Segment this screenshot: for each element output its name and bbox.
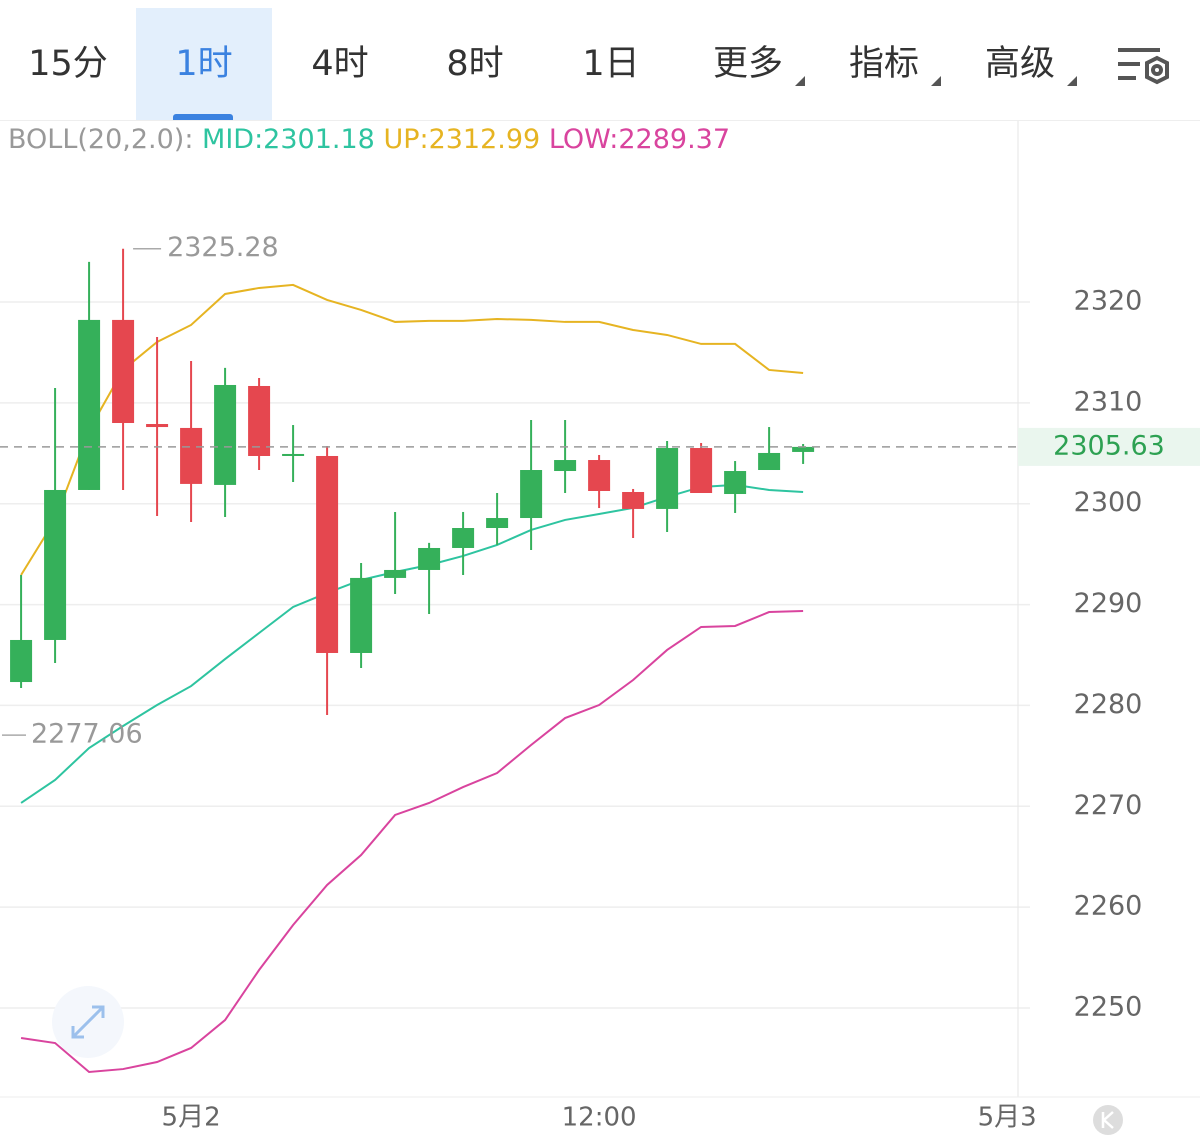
y-tick-label: 2280	[1074, 689, 1143, 720]
candle-body	[656, 448, 679, 509]
y-tick-label: 2290	[1074, 588, 1143, 619]
candle-body	[316, 455, 339, 653]
candle-body	[452, 528, 475, 548]
candle-body	[248, 385, 271, 456]
candle-body	[520, 470, 543, 519]
y-tick-label: 2320	[1074, 285, 1143, 316]
high-label: 2325.28	[167, 232, 279, 263]
timeframe-tab[interactable]: 指标	[848, 44, 919, 84]
dropdown-arrow	[795, 76, 805, 86]
timeframe-tab[interactable]: 8时	[446, 44, 504, 84]
tab-bar: 15分 1时 4时 8时 1日 更多 指标 高级	[0, 0, 1200, 121]
timeframe-tab[interactable]: 高级	[984, 44, 1055, 84]
timeframe-tab[interactable]: 更多	[712, 44, 783, 84]
k-button[interactable]	[1093, 1105, 1123, 1135]
boll-line	[20, 483, 804, 804]
legend-entry: LOW:2289.37	[548, 124, 731, 155]
candle-body	[486, 518, 509, 529]
timeframe-tab[interactable]: 15分	[28, 44, 108, 84]
y-tick-label: 2260	[1074, 891, 1143, 922]
y-tick-label: 2310	[1074, 386, 1143, 417]
candle-body	[588, 460, 611, 491]
candle-body	[146, 424, 169, 428]
x-tick-label: 5月2	[162, 1103, 221, 1133]
legend-entry: UP:2312.99	[383, 124, 541, 155]
dropdown-arrow	[931, 76, 941, 86]
candle-body	[690, 448, 713, 494]
candle-body	[418, 547, 441, 570]
legend-entry: MID:2301.18	[202, 124, 375, 155]
timeframe-tab[interactable]: 4时	[311, 44, 369, 84]
y-tick-label: 2270	[1074, 790, 1143, 821]
x-tick-label: 12:00	[562, 1103, 637, 1133]
low-label: 2277.06	[31, 719, 143, 750]
expand-button[interactable]	[52, 986, 124, 1058]
x-tick-label: 5月3	[978, 1103, 1037, 1133]
candle-body	[384, 569, 407, 578]
indicator-label: BOLL(20,2.0):	[8, 124, 194, 155]
boll-line	[20, 610, 804, 1074]
y-tick-label: 2300	[1074, 487, 1143, 518]
candle-body	[180, 427, 203, 484]
timeframe-tab[interactable]: 1日	[582, 44, 640, 84]
boll-line	[20, 283, 804, 576]
candle-body	[214, 384, 237, 485]
candle-body	[792, 446, 815, 452]
candle-body	[724, 471, 747, 495]
candle-body	[758, 452, 781, 471]
timeframe-tab[interactable]: 1时	[136, 8, 272, 120]
candle-body	[112, 319, 135, 424]
candle-body	[282, 453, 305, 456]
last-price-box	[1018, 427, 1200, 466]
y-tick-label: 2250	[1074, 992, 1143, 1023]
candle-body	[78, 319, 101, 490]
candle-body	[10, 639, 33, 683]
candle-body	[554, 460, 577, 472]
candle-body	[350, 577, 373, 653]
last-price-label: 2305.63	[1053, 430, 1165, 461]
legend: BOLL(20,2.0): MID:2301.18 UP:2312.99 LOW…	[8, 122, 730, 158]
candle-body	[622, 491, 645, 509]
settings-icon[interactable]	[1118, 48, 1169, 85]
candle-body	[44, 489, 67, 640]
dropdown-arrow	[1067, 76, 1077, 86]
